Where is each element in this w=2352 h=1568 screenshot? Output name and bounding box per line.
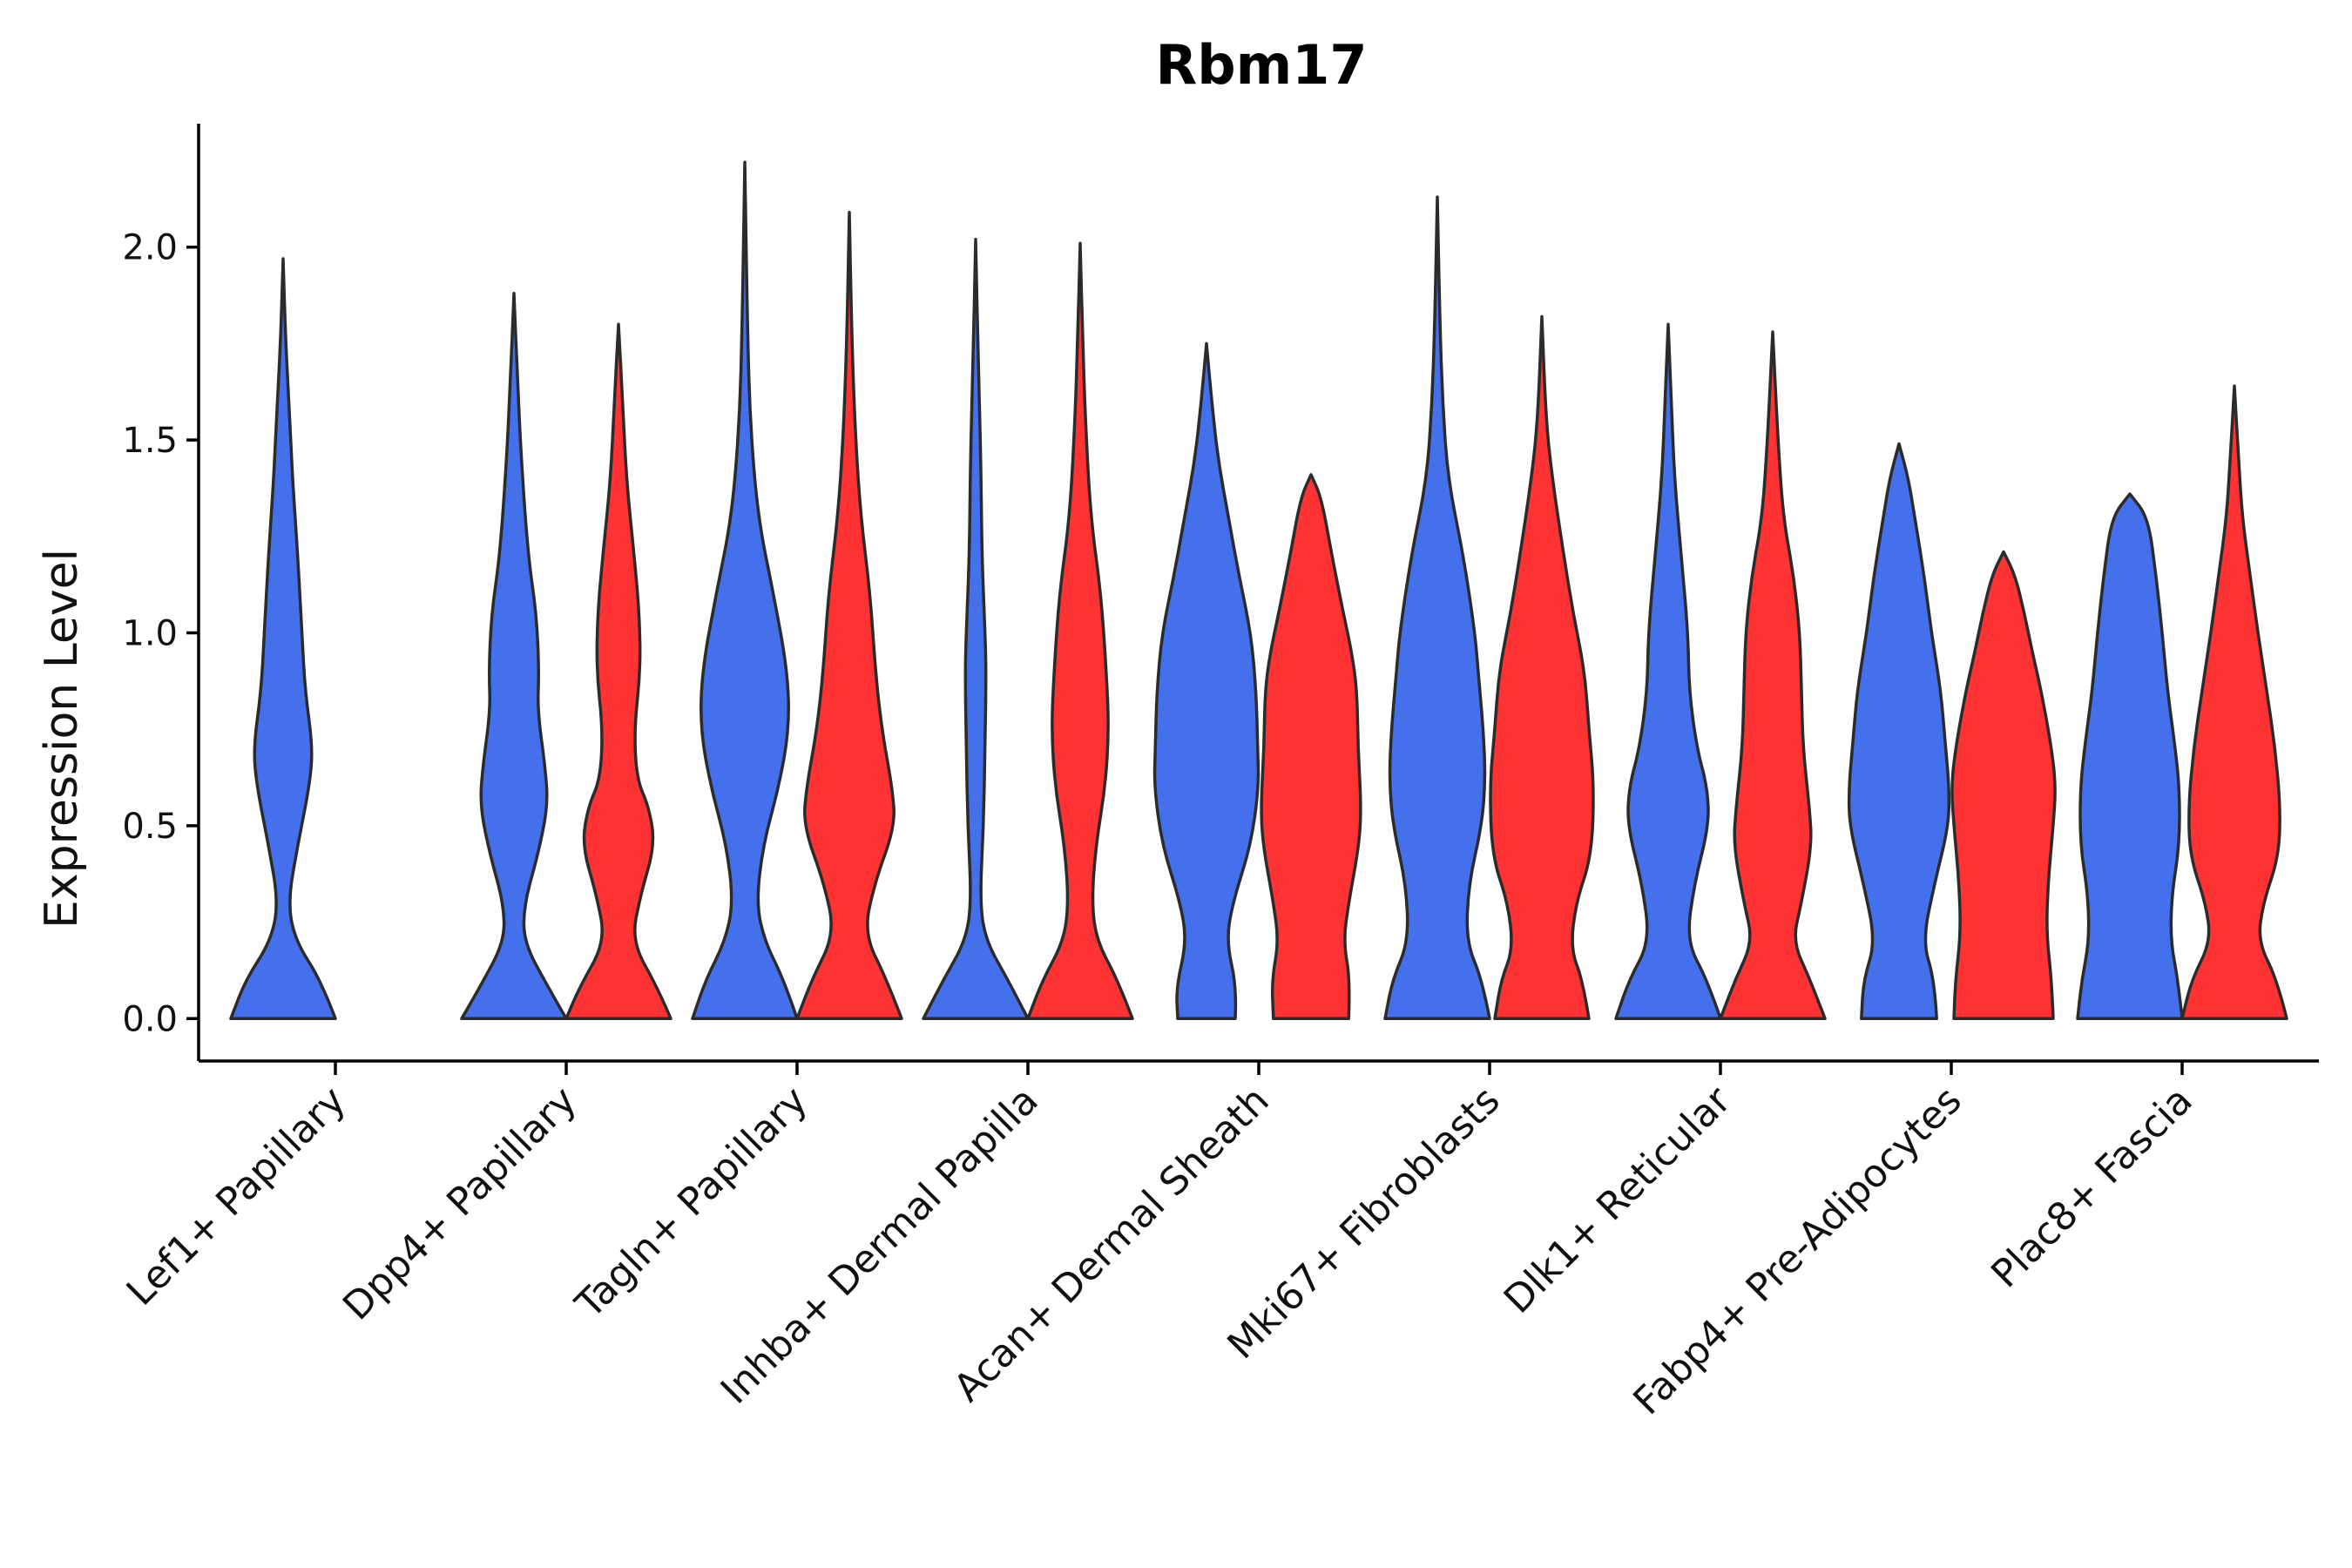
y-tick-label: 2.0 bbox=[122, 228, 178, 268]
y-tick-label: 1.5 bbox=[122, 421, 178, 461]
violin-dlk1-reticular-g1 bbox=[1614, 322, 1722, 1021]
violin-fabp4-pre-adipocytes-g1 bbox=[1847, 442, 1951, 1021]
chart-title: Rbm17 bbox=[1155, 33, 1367, 97]
violin-inhba-dermal-papilla-g2 bbox=[1026, 241, 1134, 1021]
violin-dlk1-reticular-g2 bbox=[1719, 330, 1827, 1021]
violin-inhba-dermal-papilla-g1 bbox=[922, 238, 1030, 1021]
y-tick-label: 1.0 bbox=[122, 613, 178, 653]
x-tick-label: Dpp4+ Papillary bbox=[335, 1078, 585, 1329]
y-axis-label: Expression Level bbox=[36, 549, 88, 929]
x-tick-label: Lef1+ Papillary bbox=[118, 1078, 355, 1315]
violin-acan-dermal-sheath-g2 bbox=[1260, 473, 1362, 1021]
y-tick-label: 0.5 bbox=[122, 807, 178, 847]
violin-acan-dermal-sheath-g1 bbox=[1152, 341, 1260, 1021]
x-tick-label: Dlk1+ Reticular bbox=[1496, 1078, 1740, 1322]
violins bbox=[229, 160, 2288, 1021]
y-ticks: 0.0 0.5 1.0 1.5 2.0 bbox=[122, 228, 199, 1039]
x-tick-label: Tagln+ Papillary bbox=[567, 1078, 816, 1328]
y-tick-label: 0.0 bbox=[122, 999, 178, 1039]
violin-lef1-papillary-g1 bbox=[229, 257, 337, 1021]
violin-plac8-fascia-g1 bbox=[2076, 492, 2184, 1021]
violin-dpp4-papillary-g2 bbox=[564, 322, 672, 1021]
violin-mki67-fibroblasts-g2 bbox=[1489, 314, 1595, 1021]
violin-tagln-papillary-g1 bbox=[691, 160, 799, 1021]
x-tick-label: Plac8+ Fascia bbox=[1983, 1078, 2201, 1297]
violin-tagln-papillary-g2 bbox=[795, 211, 903, 1021]
violin-dpp4-papillary-g1 bbox=[460, 292, 568, 1021]
violin-fabp4-pre-adipocytes-g2 bbox=[1950, 550, 2057, 1021]
violin-plac8-fascia-g2 bbox=[2180, 384, 2288, 1021]
violin-mki67-fibroblasts-g1 bbox=[1383, 195, 1491, 1021]
